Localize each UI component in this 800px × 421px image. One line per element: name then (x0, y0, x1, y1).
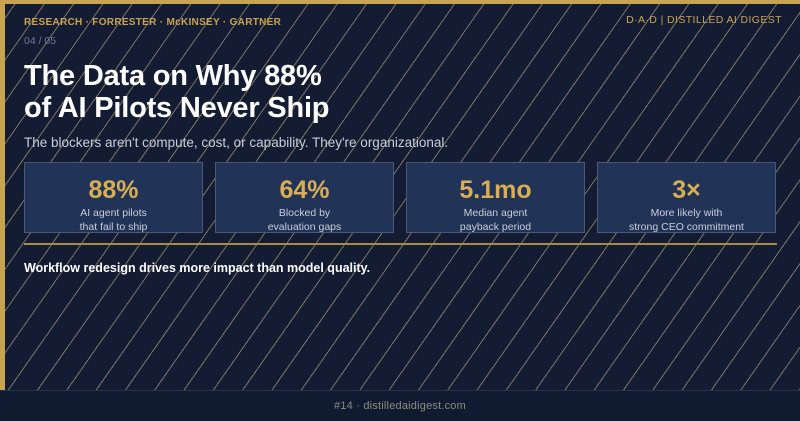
footer-bar: #14 · distilledaidigest.com (0, 390, 800, 421)
stats-row: 88% AI agent pilots that fail to ship 64… (24, 162, 777, 233)
stat-label-line: AI agent pilots (80, 207, 147, 219)
subtitle: The blockers aren't compute, cost, or ca… (24, 135, 449, 150)
divider (24, 243, 777, 245)
stat-label-line: payback period (459, 220, 532, 233)
stat-label: Median agent payback period (459, 207, 532, 233)
stat-card-evaluation-gaps: 64% Blocked by evaluation gaps (215, 162, 394, 233)
page-indicator: 04 / 05 (24, 35, 57, 47)
stat-card-pilots-fail: 88% AI agent pilots that fail to ship (24, 162, 203, 233)
title-line-1: The Data on Why 88% (24, 60, 322, 92)
stat-card-ceo-commitment: 3× More likely with strong CEO commitmen… (597, 162, 776, 233)
stat-label-line: strong CEO commitment (629, 220, 744, 233)
stat-label: More likely with strong CEO commitment (629, 207, 744, 233)
title-line-2: of AI Pilots Never Ship (24, 92, 330, 124)
stat-value: 88% (88, 176, 139, 204)
stat-label-line: that fail to ship (79, 220, 148, 233)
stat-value: 5.1mo (459, 176, 532, 204)
slide: RESEARCH · FORRESTER · McKINSEY · GARTNE… (0, 0, 800, 390)
stat-label: Blocked by evaluation gaps (267, 207, 342, 233)
stat-label-line: Blocked by (278, 207, 331, 219)
footer-link[interactable]: #14 · distilledaidigest.com (334, 400, 466, 412)
key-takeaway: Workflow redesign drives more impact tha… (24, 261, 371, 275)
stat-label-line: evaluation gaps (267, 220, 342, 233)
stat-label-line: More likely with (650, 207, 723, 219)
brand-label: D·A·D | DISTILLED AI DIGEST (626, 14, 782, 26)
page-title: The Data on Why 88% of AI Pilots Never S… (24, 60, 584, 124)
stat-label: AI agent pilots that fail to ship (79, 207, 148, 233)
stat-value: 64% (279, 176, 330, 204)
stat-card-payback-period: 5.1mo Median agent payback period (406, 162, 585, 233)
stat-label-line: Median agent (463, 207, 528, 219)
stat-value: 3× (672, 176, 701, 204)
source-kicker: RESEARCH · FORRESTER · McKINSEY · GARTNE… (24, 17, 282, 28)
